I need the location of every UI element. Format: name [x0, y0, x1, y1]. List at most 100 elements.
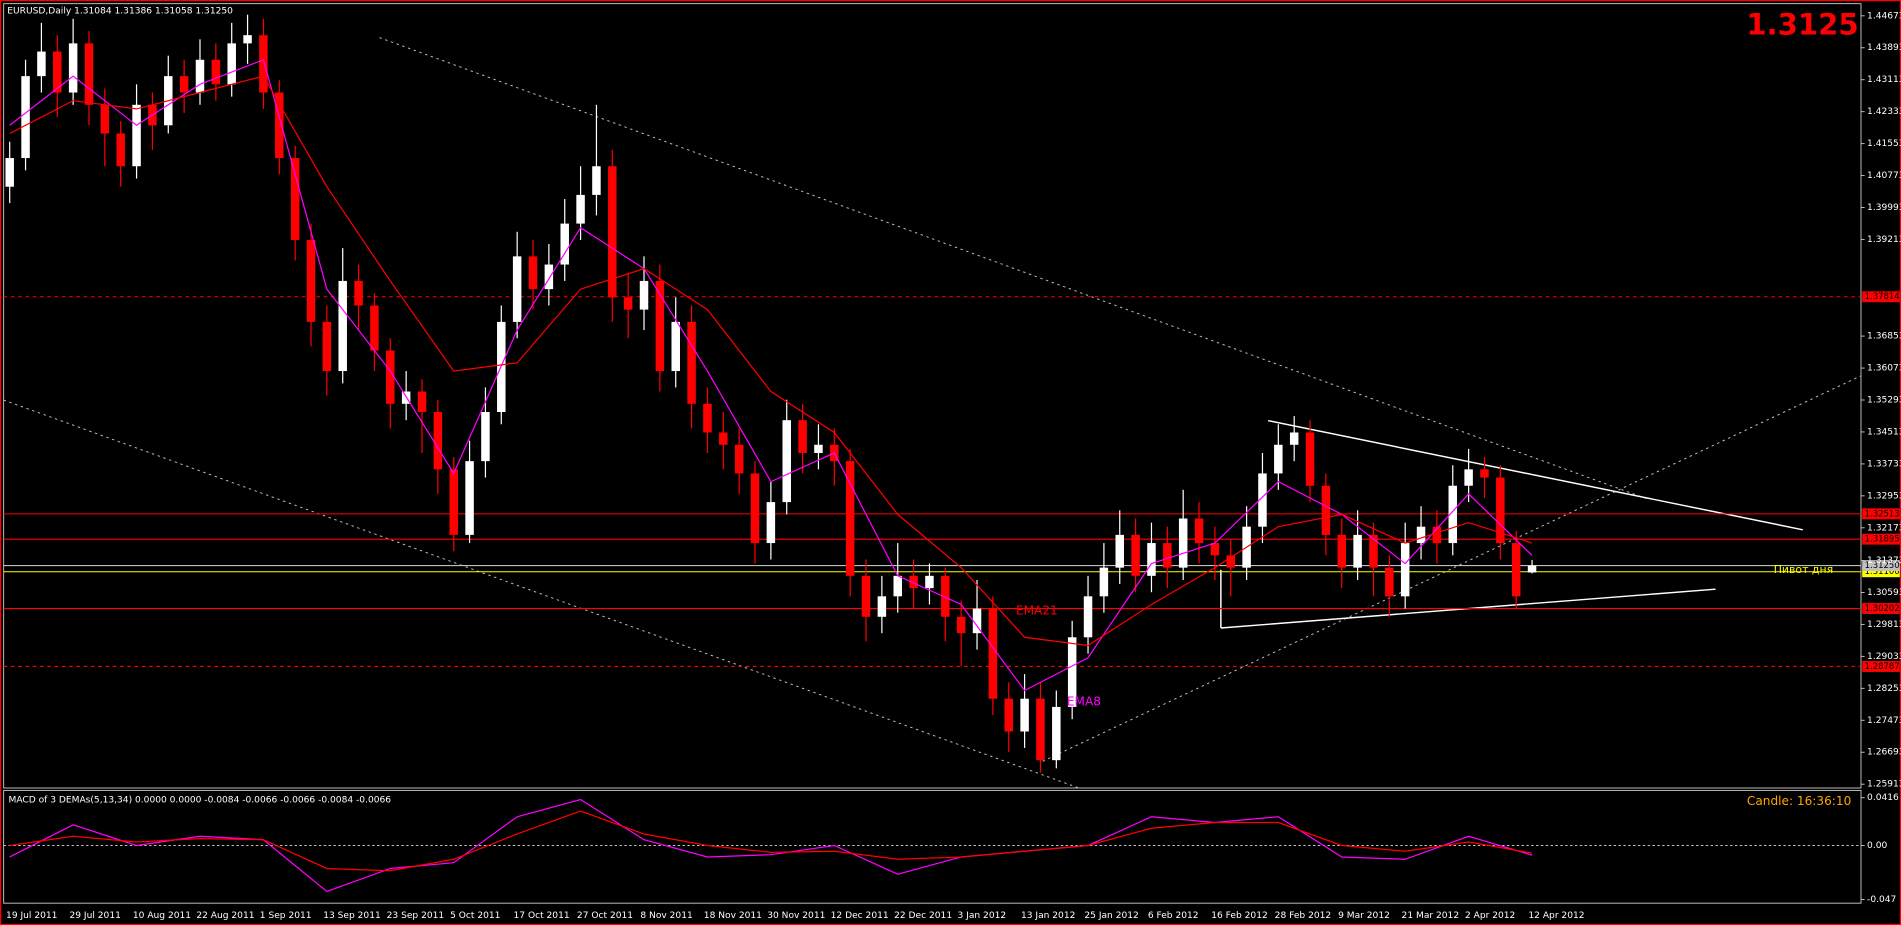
x-tick-label: 6 Feb 2012 — [1148, 911, 1199, 921]
trendline — [3, 399, 1080, 789]
candle-body — [1147, 543, 1156, 576]
y-tick-label: 1.39213 — [1867, 235, 1901, 245]
candle-body — [845, 461, 855, 576]
level-box — [1862, 508, 1900, 520]
candle-body — [370, 305, 379, 351]
x-tick-label: 22 Aug 2011 — [196, 911, 254, 921]
candle-body — [814, 444, 823, 453]
candle-body — [560, 223, 569, 265]
macd-tick-label: -0.047 — [1867, 895, 1896, 905]
trendline — [1042, 375, 1862, 762]
candle-body — [1020, 698, 1029, 732]
candle-body — [687, 321, 696, 404]
y-tick-label: 1.36073 — [1867, 364, 1901, 374]
level-box — [1862, 661, 1900, 672]
candle-body — [481, 412, 490, 462]
level-box — [1862, 566, 1900, 578]
chart-title: EURUSD,Daily 1.31084 1.31386 1.31058 1.3… — [7, 6, 233, 16]
y-tick-label: 1.32953 — [1867, 491, 1901, 501]
y-tick-label: 1.30593 — [1867, 588, 1901, 598]
y-tick-label: 1.42333 — [1867, 107, 1901, 117]
x-tick-label: 12 Dec 2011 — [831, 911, 889, 921]
y-tick-label: 1.31373 — [1867, 556, 1901, 566]
x-tick-label: 5 Oct 2011 — [450, 911, 500, 921]
y-tick-label: 1.27473 — [1867, 716, 1901, 726]
candle-body — [861, 575, 871, 617]
candle-body — [306, 239, 316, 322]
x-tick-label: 10 Aug 2011 — [133, 911, 191, 921]
candle-body — [53, 51, 62, 93]
level-label: 1.31895 — [1865, 534, 1900, 544]
indicator-line — [9, 75, 1533, 647]
candle-body — [465, 461, 474, 535]
x-tick-label: 18 Nov 2011 — [704, 911, 762, 921]
candle-body — [608, 166, 617, 298]
candle-body — [798, 420, 807, 453]
candle-body — [322, 321, 332, 372]
candle-body — [703, 403, 712, 433]
candle-body — [1400, 543, 1410, 597]
x-tick-label: 1 Sep 2011 — [260, 911, 312, 921]
candle-body — [84, 43, 94, 105]
x-tick-label: 16 Feb 2012 — [1211, 911, 1268, 921]
candle-body — [386, 350, 395, 404]
candle-body — [338, 280, 347, 372]
candle-timer: Candle: 16:36:10 — [1747, 794, 1851, 808]
candle-body — [909, 575, 918, 589]
candle-body — [116, 133, 125, 167]
y-tick-label: 1.36853 — [1867, 332, 1901, 342]
candle-body — [1067, 637, 1077, 707]
candle-body — [671, 321, 680, 372]
candle-body — [1099, 567, 1109, 597]
level-label: 1.37814 — [1865, 291, 1900, 301]
candle-body — [100, 104, 110, 134]
level-box — [1862, 533, 1900, 545]
level-label: 1.31100 — [1865, 566, 1900, 576]
candle-body — [1416, 526, 1426, 544]
candle-body — [433, 412, 443, 470]
x-tick-label: 28 Feb 2012 — [1275, 911, 1332, 921]
candle-body — [1480, 469, 1489, 478]
candle-body — [1210, 543, 1220, 556]
y-tick-label: 1.29813 — [1867, 620, 1901, 630]
triangle-line — [1267, 419, 1803, 531]
candle-body — [1163, 543, 1172, 568]
candle-body — [37, 51, 46, 77]
y-tick-label: 1.32173 — [1867, 523, 1901, 533]
candle-body — [1258, 473, 1267, 527]
candle-body — [1496, 477, 1505, 544]
x-tick-label: 29 Jul 2011 — [69, 911, 120, 921]
y-tick-label: 1.35293 — [1867, 396, 1901, 406]
candle-body — [1274, 444, 1283, 474]
candle-body — [528, 256, 538, 290]
level-box — [1862, 291, 1900, 303]
candle-body — [5, 158, 14, 187]
candle-body — [259, 35, 268, 93]
big-price: 1.3125 — [1746, 8, 1858, 42]
candle-body — [512, 256, 522, 322]
ema8-label: EMA8 — [1067, 694, 1101, 708]
macd-title: MACD of 3 DEMAs(5,13,34) 0.0000 0.0000 -… — [8, 796, 391, 806]
y-tick-label: 1.26693 — [1867, 748, 1901, 758]
candle-body — [1194, 518, 1204, 544]
candle-body — [1432, 526, 1442, 544]
y-tick-label: 1.25913 — [1867, 780, 1901, 790]
x-tick-label: 13 Jan 2012 — [1021, 911, 1075, 921]
candle-body — [1385, 567, 1394, 597]
candle-body — [243, 35, 252, 44]
candle-body — [782, 420, 791, 503]
indicator-line — [9, 58, 1533, 692]
y-tick-label: 1.40773 — [1867, 171, 1901, 181]
candle-body — [354, 280, 363, 306]
y-tick-label: 1.43893 — [1867, 43, 1901, 53]
candle-body — [655, 280, 665, 372]
candle-body — [1052, 706, 1061, 761]
x-tick-label: 27 Oct 2011 — [577, 911, 633, 921]
candle-body — [1464, 469, 1473, 486]
candle-body — [275, 92, 284, 159]
candle-body — [941, 575, 950, 617]
candle-body — [68, 43, 78, 93]
